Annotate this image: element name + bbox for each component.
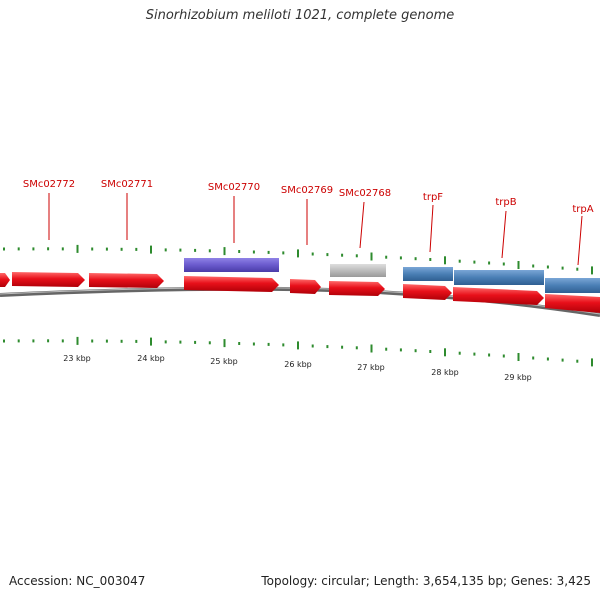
gene-label-trpa[interactable]: trpA: [572, 204, 593, 215]
cds-arrow[interactable]: [184, 276, 279, 292]
gene-smc02768-bar[interactable]: [330, 264, 386, 277]
gene-smc02770-bar[interactable]: [184, 258, 279, 272]
gene-label-smc02768[interactable]: SMc02768: [339, 188, 391, 199]
top-tick-row: [3, 244, 593, 275]
gene-label-smc02771[interactable]: SMc02771: [101, 179, 153, 190]
cds-arrow[interactable]: [453, 287, 544, 305]
length-text: Length: 3,654,135 bp;: [373, 574, 508, 588]
topology-text: Topology: circular;: [261, 574, 370, 588]
genome-summary: Topology: circular; Length: 3,654,135 bp…: [261, 574, 591, 588]
gene-trpf-bar[interactable]: [403, 267, 453, 281]
genes-count-text: Genes: 3,425: [510, 574, 591, 588]
cds-arrow[interactable]: [545, 294, 600, 313]
bottom-tick-row: [3, 336, 593, 367]
tick-label-23: 23 kbp: [63, 354, 91, 363]
cds-arrow[interactable]: [89, 273, 164, 288]
cds-arrow[interactable]: [329, 281, 385, 296]
cds-arrow-row: [0, 272, 600, 313]
label-leaders: [48, 193, 583, 266]
gene-labels: SMc02772 SMc02771 SMc02770 SMc02769 SMc0…: [23, 179, 594, 215]
gene-label-smc02772[interactable]: SMc02772: [23, 179, 75, 190]
cds-arrow[interactable]: [0, 273, 10, 287]
accession-text: Accession: NC_003047: [9, 574, 146, 588]
gene-label-smc02770[interactable]: SMc02770: [208, 182, 260, 193]
map-title: Sinorhizobium meliloti 1021, complete ge…: [145, 8, 455, 23]
upper-gene-row: [184, 258, 600, 293]
gene-trpa-bar[interactable]: [545, 278, 600, 293]
cds-arrow[interactable]: [290, 279, 321, 294]
tick-label-29: 29 kbp: [504, 373, 532, 382]
gene-trpb-bar[interactable]: [454, 270, 544, 285]
cds-arrow[interactable]: [403, 284, 452, 300]
gene-label-smc02769[interactable]: SMc02769: [281, 185, 333, 196]
tick-label-27: 27 kbp: [357, 363, 385, 372]
leader-trpa: [577, 215, 583, 266]
tick-label-24: 24 kbp: [137, 354, 165, 363]
leader-smc02768: [359, 201, 365, 249]
leader-trpb: [501, 210, 507, 259]
tick-label-28: 28 kbp: [431, 368, 459, 377]
leader-trpf: [429, 204, 434, 253]
gene-label-trpf[interactable]: trpF: [423, 192, 443, 203]
tick-labels: 23 kbp 24 kbp 25 kbp 26 kbp 27 kbp 28 kb…: [63, 354, 532, 382]
cds-arrow[interactable]: [12, 272, 85, 287]
tick-label-26: 26 kbp: [284, 360, 312, 369]
tick-label-25: 25 kbp: [210, 357, 238, 366]
gene-label-trpb[interactable]: trpB: [495, 197, 516, 208]
